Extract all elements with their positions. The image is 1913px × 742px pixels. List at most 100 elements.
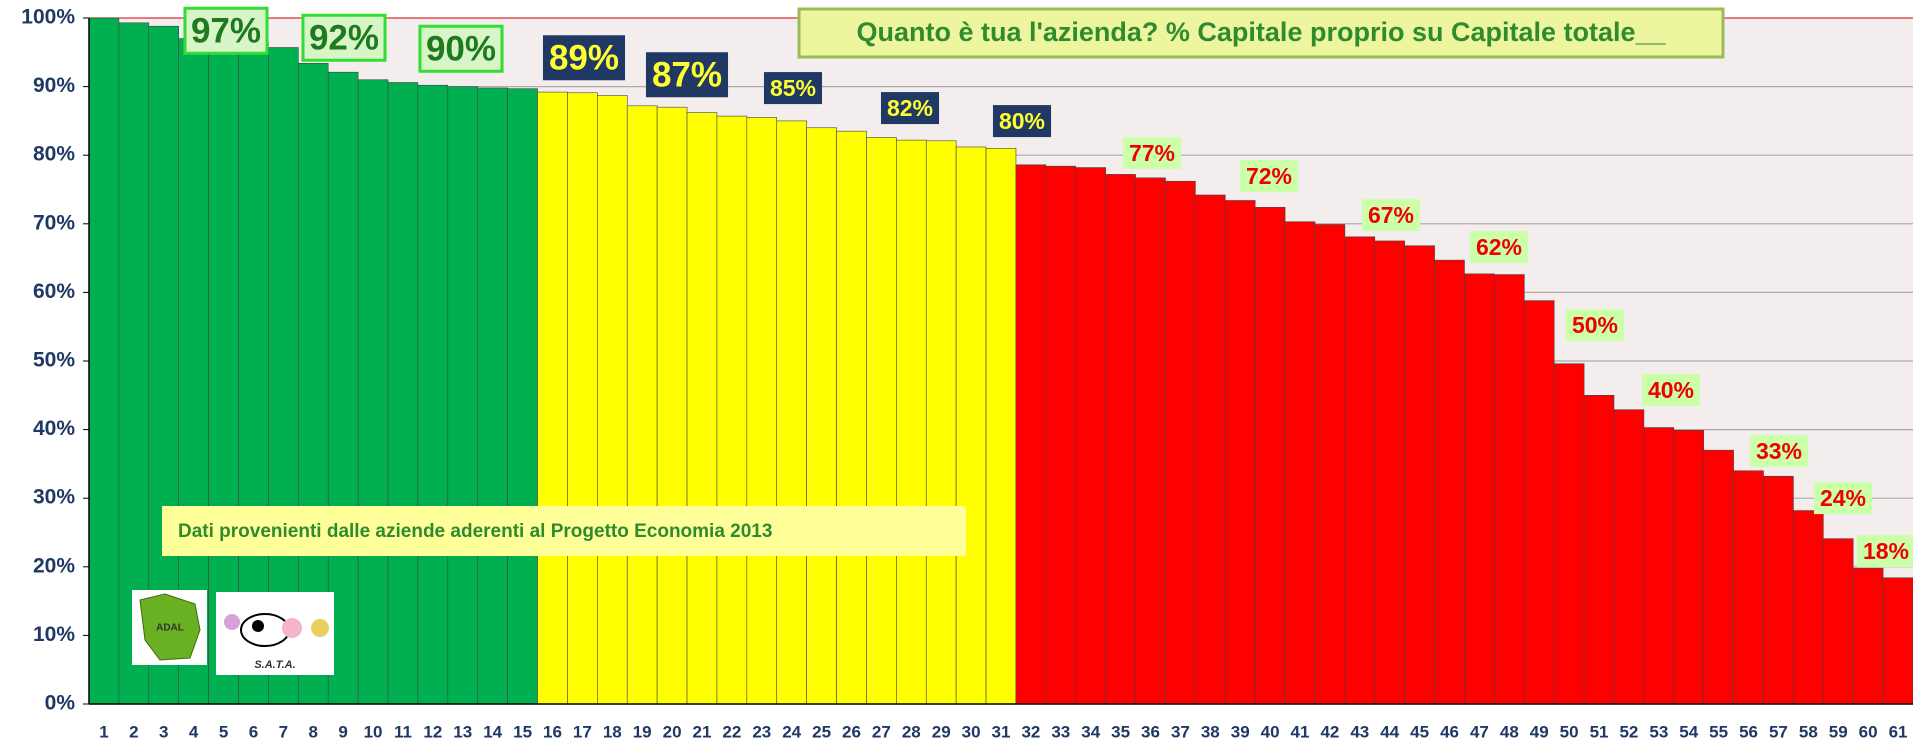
- annotation: 77%: [1129, 140, 1175, 166]
- bar: [1853, 568, 1883, 704]
- x-tick-label: 37: [1171, 722, 1190, 741]
- bar: [358, 80, 388, 704]
- annotation: 90%: [426, 29, 496, 68]
- x-tick-label: 12: [423, 722, 442, 741]
- bar: [1883, 578, 1913, 704]
- chart-title: Quanto è tua l'azienda? % Capitale propr…: [856, 17, 1666, 47]
- bar: [837, 131, 867, 704]
- logo-cow: [241, 614, 289, 646]
- x-tick-label: 33: [1051, 722, 1070, 741]
- x-tick-label: 24: [782, 722, 801, 741]
- y-tick-label: 20%: [33, 554, 75, 577]
- bar: [1285, 222, 1315, 704]
- bar: [1823, 539, 1853, 704]
- bar: [1554, 364, 1584, 704]
- bar: [1255, 207, 1285, 704]
- x-tick-label: 26: [842, 722, 861, 741]
- bar: [1375, 241, 1405, 704]
- x-tick-label: 1: [99, 722, 108, 741]
- x-tick-label: 36: [1141, 722, 1160, 741]
- annotation: 24%: [1820, 485, 1866, 511]
- x-tick-label: 5: [219, 722, 228, 741]
- y-tick-label: 10%: [33, 623, 75, 646]
- bar: [597, 96, 627, 704]
- bar: [1315, 224, 1345, 704]
- x-tick-label: 3: [159, 722, 168, 741]
- bar: [747, 117, 777, 704]
- x-tick-label: 32: [1021, 722, 1040, 741]
- logo-adal: ADAL: [132, 590, 207, 665]
- x-tick-label: 17: [573, 722, 592, 741]
- bar: [89, 18, 119, 704]
- bar: [1435, 260, 1465, 704]
- y-tick-label: 90%: [33, 74, 75, 97]
- bar: [777, 121, 807, 704]
- bar: [1734, 471, 1764, 704]
- x-tick-label: 35: [1111, 722, 1130, 741]
- x-tick-label: 56: [1739, 722, 1758, 741]
- annotation: 97%: [191, 11, 261, 50]
- logo-text: ADAL: [156, 623, 184, 634]
- logo-sheep: [224, 614, 240, 630]
- bar: [508, 89, 538, 704]
- bar: [478, 88, 508, 704]
- bar: [926, 141, 956, 704]
- x-tick-label: 23: [752, 722, 771, 741]
- annotation: 92%: [309, 18, 379, 57]
- x-tick-label: 25: [812, 722, 831, 741]
- x-tick-label: 29: [932, 722, 951, 741]
- x-tick-label: 50: [1560, 722, 1579, 741]
- x-tick-label: 41: [1291, 722, 1310, 741]
- annotation: 18%: [1863, 538, 1909, 564]
- x-tick-label: 31: [992, 722, 1011, 741]
- bar: [1076, 168, 1106, 704]
- bar: [1704, 450, 1734, 704]
- annotation: 62%: [1476, 234, 1522, 260]
- x-tick-label: 30: [962, 722, 981, 741]
- bar: [866, 137, 896, 704]
- x-tick-label: 53: [1649, 722, 1668, 741]
- annotation: 72%: [1246, 163, 1292, 189]
- bar: [418, 85, 448, 704]
- bar: [896, 140, 926, 704]
- bar: [1195, 195, 1225, 704]
- annotation: 82%: [887, 95, 933, 121]
- bar: [687, 113, 717, 704]
- annotation: 80%: [999, 108, 1045, 134]
- annotation: 50%: [1572, 312, 1618, 338]
- x-tick-label: 11: [394, 722, 412, 741]
- bar: [1136, 178, 1166, 704]
- bar: [1793, 511, 1823, 704]
- x-tick-label: 2: [129, 722, 138, 741]
- bar: [1046, 166, 1076, 704]
- logo-spot: [252, 620, 264, 632]
- x-tick-label: 20: [663, 722, 682, 741]
- bar: [448, 87, 478, 704]
- bar: [627, 106, 657, 704]
- annotation: 40%: [1648, 377, 1694, 403]
- y-tick-label: 70%: [33, 211, 75, 234]
- x-tick-label: 55: [1709, 722, 1728, 741]
- x-tick-label: 7: [279, 722, 288, 741]
- logo-text: S.A.T.A.: [254, 659, 295, 671]
- logo-pig: [282, 618, 302, 638]
- x-tick-label: 19: [633, 722, 652, 741]
- x-tick-label: 28: [902, 722, 921, 741]
- chart: 0%10%20%30%40%50%60%70%80%90%100%1234567…: [0, 0, 1913, 742]
- x-tick-label: 39: [1231, 722, 1250, 741]
- x-tick-label: 40: [1261, 722, 1280, 741]
- bar: [1674, 430, 1704, 704]
- annotation: 89%: [549, 38, 619, 77]
- x-tick-label: 16: [543, 722, 562, 741]
- bar: [1763, 476, 1793, 704]
- x-tick-label: 58: [1799, 722, 1818, 741]
- bar: [956, 147, 986, 704]
- bar: [1644, 428, 1674, 704]
- bar: [1225, 200, 1255, 704]
- x-tick-label: 44: [1380, 722, 1399, 741]
- x-tick-label: 43: [1350, 722, 1369, 741]
- x-tick-label: 6: [249, 722, 258, 741]
- x-tick-label: 60: [1859, 722, 1878, 741]
- y-tick-label: 80%: [33, 143, 75, 166]
- bar: [1614, 410, 1644, 704]
